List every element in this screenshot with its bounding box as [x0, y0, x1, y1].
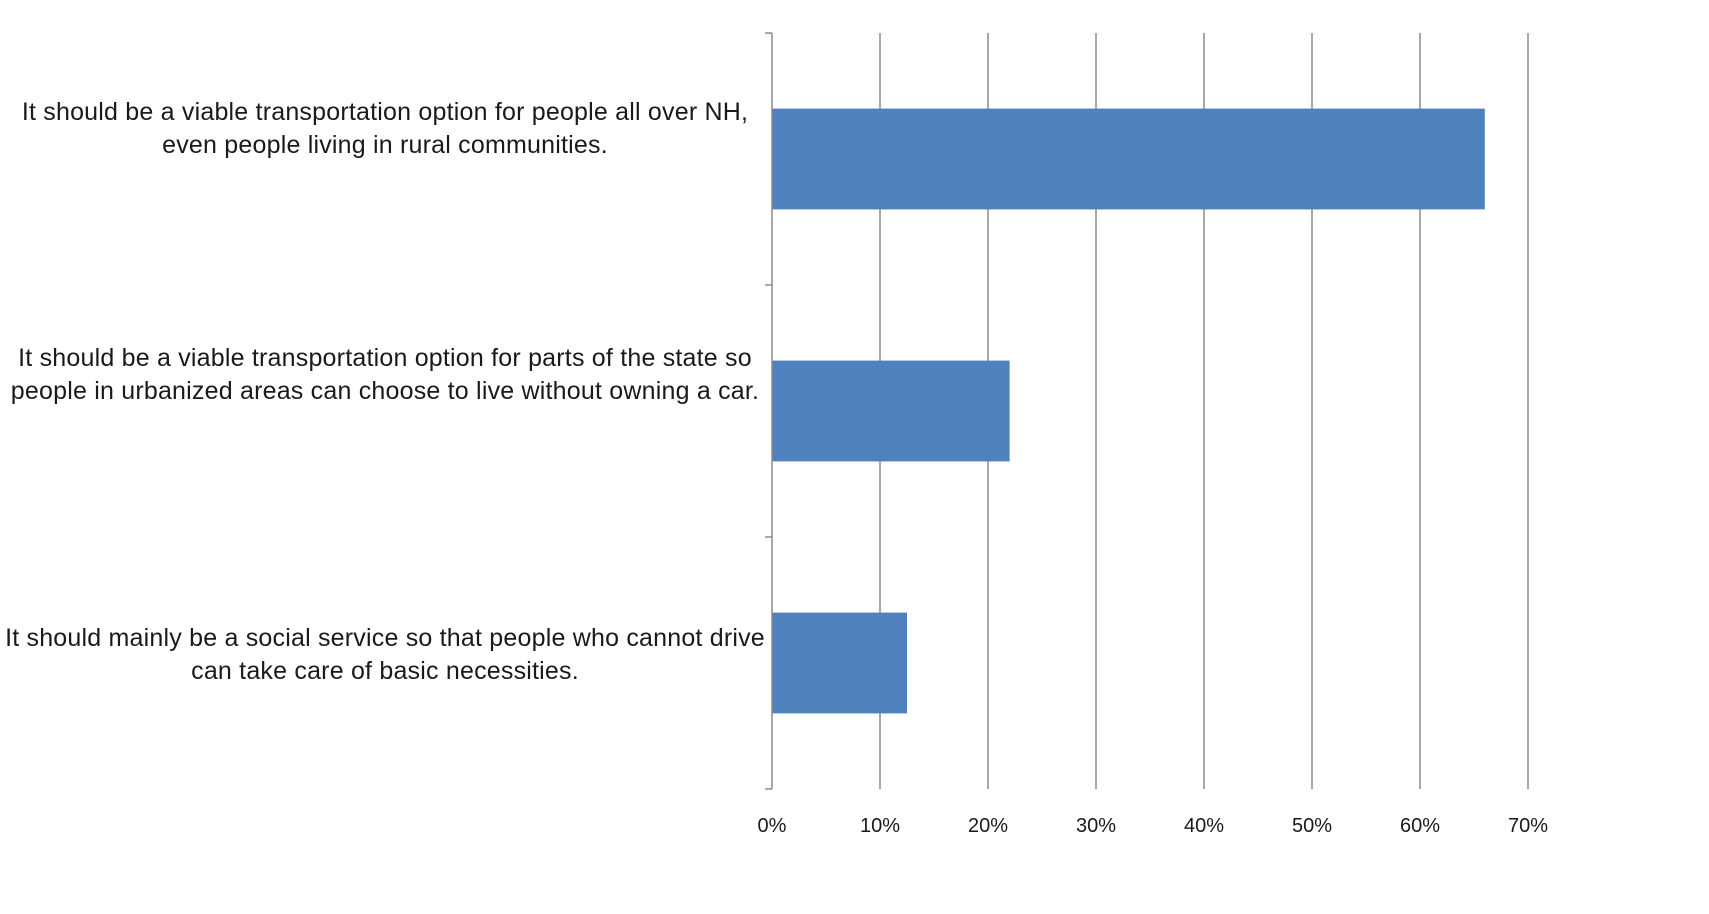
- x-tick-label-3: 30%: [1076, 815, 1116, 837]
- category-label-2: It should be a viable transportation opt…: [10, 344, 760, 405]
- x-tick-label-5: 50%: [1292, 815, 1332, 837]
- x-tick-label-4: 40%: [1184, 815, 1224, 837]
- x-tick-label-2: 20%: [968, 815, 1008, 837]
- x-tick-label-6: 60%: [1400, 815, 1440, 837]
- bar-1: [772, 108, 1485, 210]
- bar-2: [772, 360, 1010, 462]
- category-label-3: It should mainly be a social service so …: [5, 624, 765, 685]
- x-tick-label-0: 0%: [758, 815, 787, 837]
- bar-3: [772, 612, 907, 714]
- x-tick-label-1: 10%: [860, 815, 900, 837]
- category-label-1: It should be a viable transportation opt…: [21, 98, 749, 159]
- x-tick-label-7: 70%: [1508, 815, 1548, 837]
